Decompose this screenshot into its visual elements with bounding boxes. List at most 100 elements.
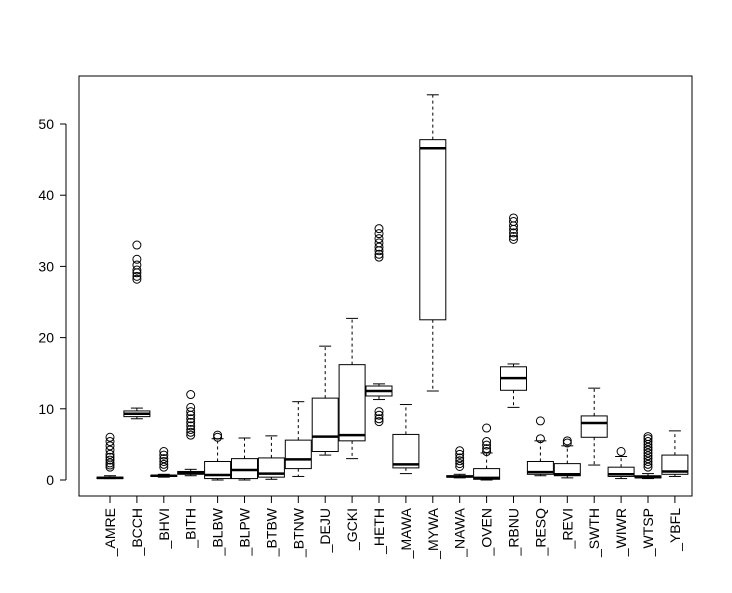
outlier-point [482,423,492,433]
box-rbnu [500,213,527,408]
box-iqr [553,463,581,477]
outlier-point [132,254,142,264]
outlier-point [186,417,196,427]
outlier-point [455,449,465,459]
outlier-point [374,414,384,424]
x-tick-label: _BLPW [237,507,253,556]
x-tick-label: _RESQ [532,508,548,557]
box-iqr [311,397,339,453]
outlier-point [509,217,518,227]
box-swth [580,387,608,466]
outlier-point [509,231,518,241]
box-oven [473,423,501,481]
box-wtsp [634,432,662,480]
box-bcch [123,240,151,420]
outlier-point [159,462,169,472]
outlier-point [643,462,653,472]
y-tick-label: 40 [38,187,54,203]
x-tick-label: _YBFL [667,508,683,552]
outlier-point [132,271,142,281]
x-tick-label: _GCKI [344,508,360,551]
outlier-point [455,456,465,466]
outlier-point [374,234,384,244]
outlier-point [643,442,653,452]
outlier-point [455,453,465,463]
outlier-point [186,421,196,431]
box-iqr [419,139,447,321]
box-series [96,94,689,481]
outlier-point [374,407,384,417]
box-iqr [661,454,689,475]
outlier-point [455,461,465,471]
outlier-point [643,448,653,458]
outlier-point [374,249,384,259]
outlier-point [455,459,465,469]
x-tick-label: _SWTH [586,508,602,558]
x-tick-label: _RBNU [506,508,522,556]
x-tick-label: _BTBW [263,507,279,557]
x-tick-label: _BCCH [129,508,145,556]
x-tick-label: _HETH [371,508,387,555]
outlier-point [643,432,653,442]
outlier-point [105,455,115,465]
outlier-point [616,447,626,457]
outlier-point [105,449,115,459]
box-iqr [231,458,258,480]
plot-frame [78,75,693,497]
outlier-point [482,437,492,447]
box-bhvi [150,447,178,478]
box-iqr [473,468,501,480]
outlier-point [643,434,653,444]
outlier-point [562,436,572,446]
outlier-point [643,456,653,466]
box-blbw [204,430,232,481]
outlier-point [186,424,196,434]
outlier-point [186,430,196,440]
box-iqr [580,415,608,438]
box-iqr [607,466,635,477]
outlier-point [374,229,384,239]
x-tick-label: _MYWA [425,507,441,559]
outlier-point [186,407,196,417]
outlier-point [159,456,169,466]
box-mywa [419,94,447,392]
x-tick-label: _MAWA [398,507,414,559]
y-tick-label: 50 [38,116,54,132]
outlier-point [509,213,518,223]
outlier-point [374,417,384,427]
outlier-point [105,432,115,442]
outlier-point [132,265,142,275]
outlier-point [509,228,518,238]
outlier-point [159,454,169,464]
outlier-point [455,446,465,456]
box-nawa [446,446,474,479]
outlier-point [643,451,653,461]
box-bith [177,390,205,477]
box-blpw [231,437,258,481]
outlier-point [562,438,572,448]
x-tick-label: _WTSP [640,508,656,557]
outlier-point [374,224,384,234]
box-iqr [284,439,312,470]
y-tick-label: 0 [46,472,54,488]
box-ybfl [661,430,689,477]
box-resq [526,416,554,477]
outlier-point [482,447,492,457]
x-tick-label: _BTNW [290,507,306,558]
box-iqr [392,433,420,469]
outlier-point [186,427,196,437]
y-tick-label: 30 [38,258,54,274]
outlier-point [374,242,384,252]
outlier-point [509,234,518,244]
x-axis-labels: _AMRE _BCCH _BHVI _BITH _BLBW _BLPW _BTBW _BTNW… [102,496,683,560]
outlier-point [643,437,653,447]
box-btnw [284,401,312,477]
box-iqr [338,364,366,442]
outlier-point [535,416,545,426]
y-tick-label: 20 [38,330,54,346]
outlier-point [159,447,169,457]
box-mawa [392,404,420,475]
outlier-point [643,454,653,464]
x-tick-label: _BITH [183,508,199,549]
